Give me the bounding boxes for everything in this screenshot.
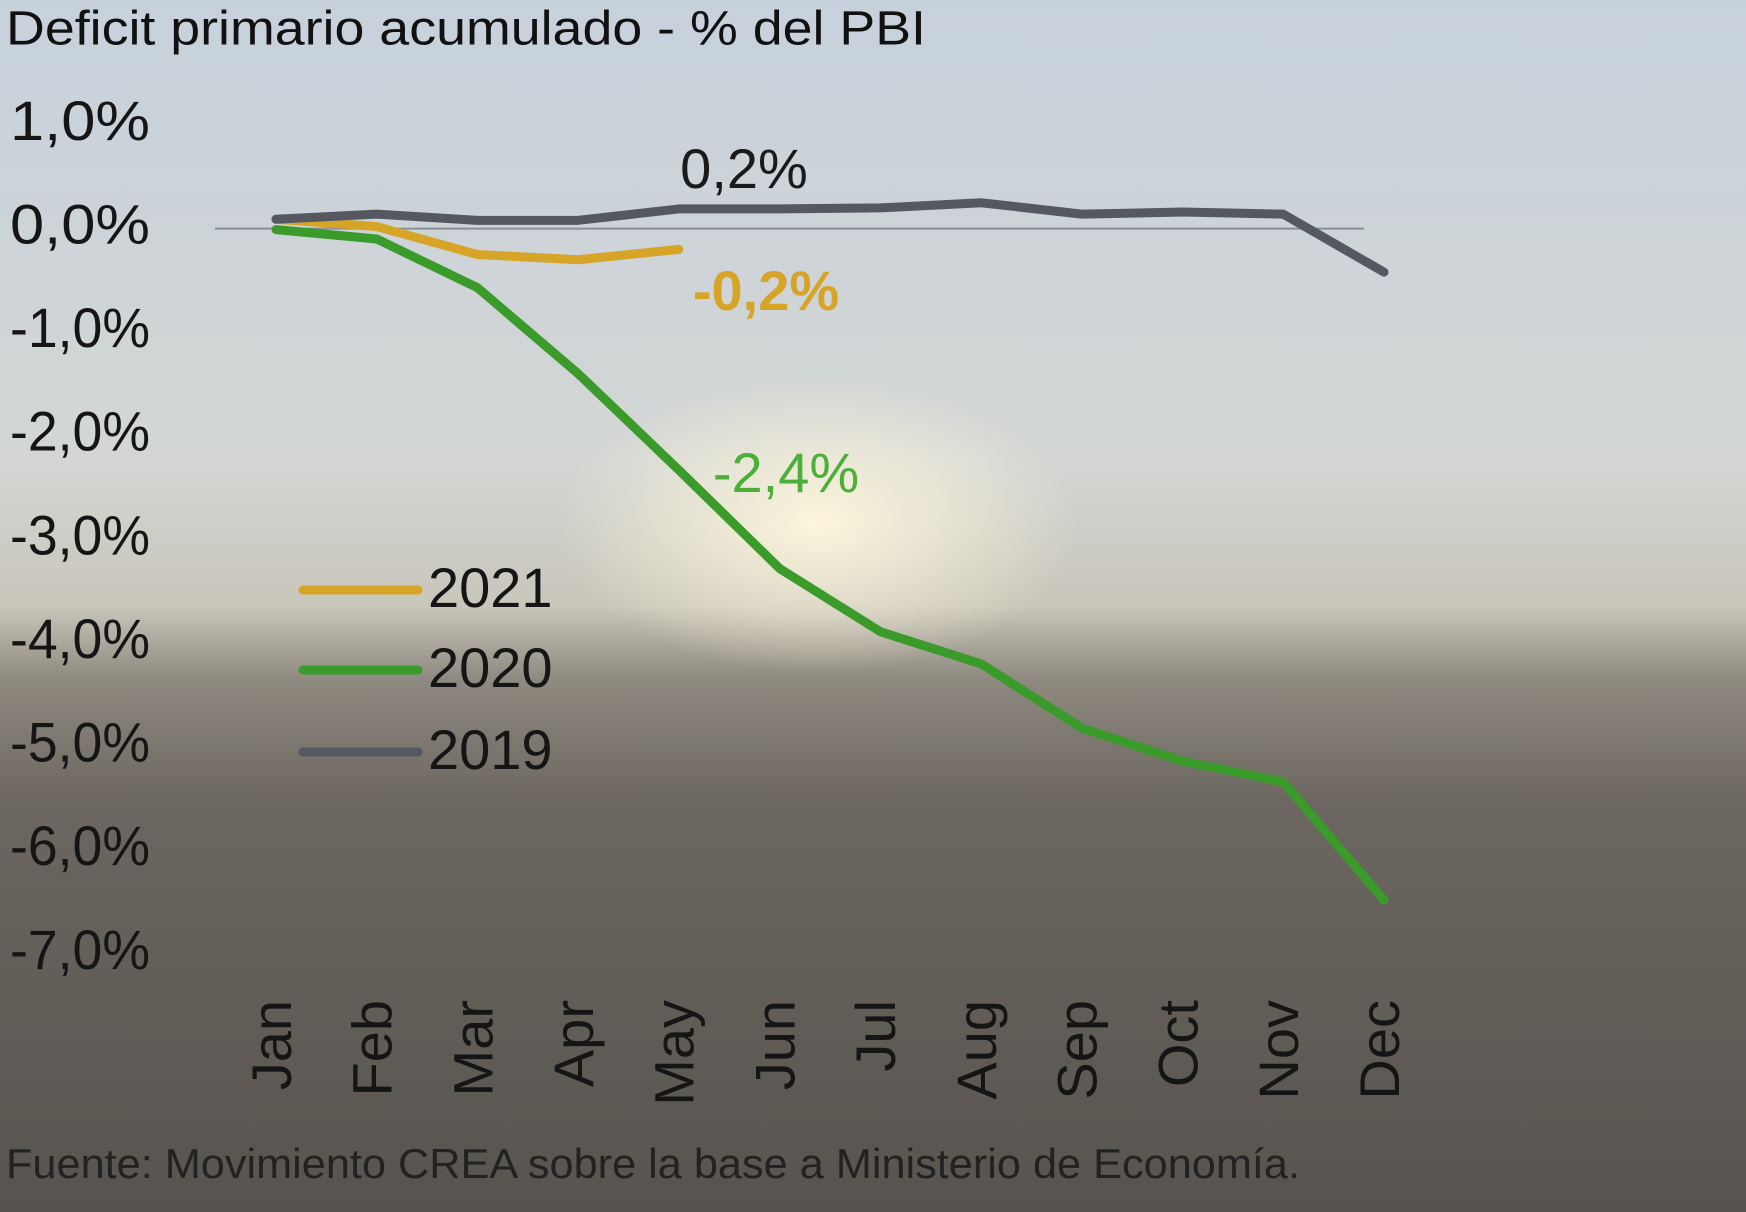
legend-label: 2021 (428, 556, 553, 619)
x-tick-label: Feb (341, 1000, 404, 1097)
x-tick-label: Dec (1348, 1000, 1411, 1100)
y-tick-label: -4,0% (10, 607, 150, 670)
annotation: 0,2% (680, 137, 808, 200)
x-tick-label: Sep (1046, 1000, 1109, 1100)
x-tick-label: Mar (441, 1000, 504, 1096)
series-line (271, 225, 1389, 905)
annotation: -2,4% (713, 441, 859, 504)
x-tick-label: Jan (240, 1000, 303, 1090)
x-tick-label: Nov (1247, 1000, 1310, 1100)
x-tick-label: Jul (844, 1000, 907, 1072)
y-tick-label: -2,0% (10, 400, 150, 463)
legend-label: 2019 (428, 718, 553, 781)
x-tick-label: Apr (542, 1000, 605, 1087)
y-tick-label: -5,0% (10, 711, 150, 774)
series-line (271, 198, 1389, 277)
x-tick-label: Jun (743, 1000, 806, 1090)
annotation: -0,2% (693, 259, 839, 322)
y-tick-label: -7,0% (10, 918, 150, 981)
y-tick-label: -6,0% (10, 814, 150, 877)
source: Fuente: Movimiento CREA sobre la base a … (6, 1140, 1300, 1187)
y-tick-label: 1,0% (10, 89, 150, 152)
y-tick-label: -1,0% (10, 296, 150, 359)
x-tick-label: May (643, 1000, 706, 1106)
y-tick-label: 0,0% (10, 192, 150, 255)
y-tick-label: -3,0% (10, 503, 150, 566)
sun-glow (558, 373, 1078, 673)
chart-title: Deficit primario acumulado - % del PBI (6, 3, 926, 56)
x-tick-label: Oct (1146, 1000, 1209, 1088)
legend-label: 2020 (428, 636, 553, 699)
x-tick-label: Aug (945, 1000, 1008, 1100)
series-line (271, 214, 684, 265)
